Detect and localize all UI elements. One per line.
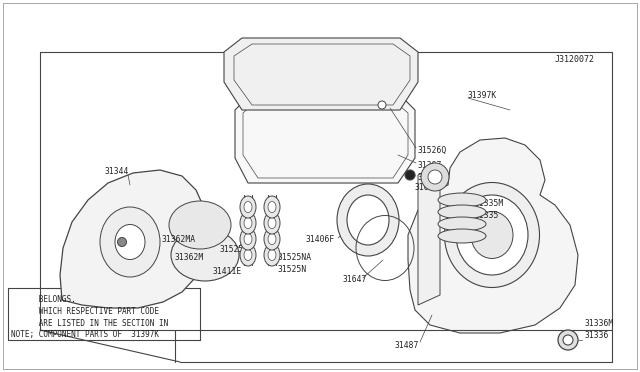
Text: 31362M: 31362M [175, 253, 204, 263]
Text: 31487: 31487 [395, 340, 419, 350]
Ellipse shape [438, 193, 486, 207]
Ellipse shape [171, 229, 239, 281]
Text: 31335M: 31335M [475, 199, 504, 208]
Ellipse shape [456, 195, 528, 275]
Text: 31362MA: 31362MA [162, 235, 196, 244]
Ellipse shape [421, 163, 449, 191]
Text: 31397K: 31397K [468, 90, 497, 99]
Text: 31344: 31344 [105, 167, 129, 176]
Text: 31379M: 31379M [418, 173, 447, 183]
Polygon shape [408, 138, 578, 333]
Ellipse shape [268, 234, 276, 244]
Text: WHICH RESPECTIVE PART CODE: WHICH RESPECTIVE PART CODE [11, 307, 159, 315]
Text: ARE LISTED IN THE SECTION IN: ARE LISTED IN THE SECTION IN [11, 318, 168, 327]
Ellipse shape [438, 217, 486, 231]
Ellipse shape [405, 170, 415, 180]
Ellipse shape [264, 196, 280, 218]
Ellipse shape [100, 207, 160, 277]
Text: 31335: 31335 [475, 211, 499, 219]
Text: J3120072: J3120072 [555, 55, 595, 64]
Ellipse shape [438, 229, 486, 243]
Ellipse shape [268, 202, 276, 212]
Ellipse shape [445, 183, 540, 288]
Text: 31526Q: 31526Q [418, 145, 447, 154]
Ellipse shape [244, 218, 252, 228]
Ellipse shape [428, 170, 442, 184]
Ellipse shape [558, 330, 578, 350]
Ellipse shape [240, 196, 256, 218]
Text: 31336M: 31336M [585, 318, 614, 327]
Polygon shape [418, 165, 440, 305]
Ellipse shape [264, 244, 280, 266]
Ellipse shape [240, 228, 256, 250]
Polygon shape [60, 170, 205, 308]
Polygon shape [235, 95, 415, 183]
Text: NOTE; COMPONENT PARTS OF  31397K: NOTE; COMPONENT PARTS OF 31397K [11, 330, 159, 340]
Text: 31525N: 31525N [278, 266, 307, 275]
Text: 31647: 31647 [343, 276, 367, 285]
Ellipse shape [169, 201, 231, 249]
Ellipse shape [471, 212, 513, 259]
Text: BELONGS.: BELONGS. [11, 295, 76, 304]
Text: 31525NA: 31525NA [278, 253, 312, 263]
Text: 31411E: 31411E [213, 267, 243, 276]
Text: 31336: 31336 [585, 330, 609, 340]
Ellipse shape [244, 202, 252, 212]
Ellipse shape [115, 224, 145, 260]
Text: 31397: 31397 [418, 160, 442, 170]
Ellipse shape [268, 250, 276, 260]
Ellipse shape [264, 212, 280, 234]
Text: 31406F: 31406F [306, 235, 335, 244]
Ellipse shape [337, 184, 399, 256]
Ellipse shape [244, 234, 252, 244]
Ellipse shape [264, 228, 280, 250]
Text: 31646: 31646 [415, 183, 440, 192]
Ellipse shape [240, 244, 256, 266]
Ellipse shape [378, 101, 386, 109]
Ellipse shape [240, 212, 256, 234]
Ellipse shape [244, 250, 252, 260]
Ellipse shape [347, 195, 389, 245]
Ellipse shape [563, 335, 573, 345]
Ellipse shape [268, 218, 276, 228]
Ellipse shape [118, 237, 127, 247]
Polygon shape [224, 38, 418, 110]
Text: 31525P: 31525P [220, 246, 249, 254]
Ellipse shape [438, 205, 486, 219]
